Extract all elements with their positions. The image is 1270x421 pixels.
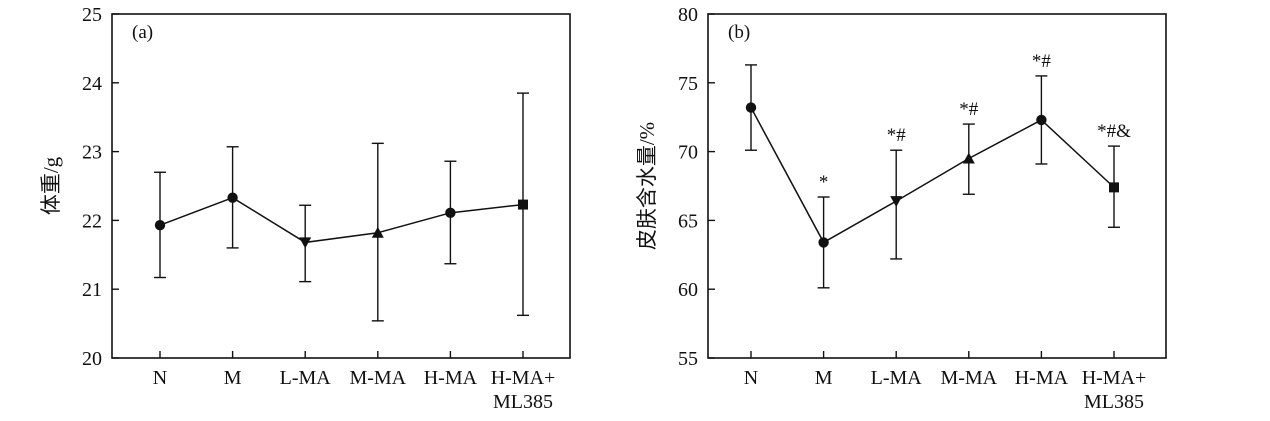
data-point-triangle-up — [371, 226, 384, 238]
data-point-circle — [445, 207, 456, 219]
significance-annotation: *# — [887, 125, 907, 146]
x-tick-label: ML385 — [493, 391, 553, 413]
y-axis-title: 体重/g — [39, 156, 63, 215]
x-tick-label: H-MA+ — [1082, 367, 1147, 389]
x-tick-label: N — [153, 367, 167, 389]
series-line — [750, 107, 1115, 244]
x-tick-label: L-MA — [871, 367, 923, 389]
x-tick-label: L-MA — [280, 367, 332, 389]
data-point-circle — [154, 220, 166, 231]
y-tick-label: 75 — [678, 73, 698, 95]
y-tick-label: 23 — [82, 142, 102, 164]
significance-annotation: *# — [959, 99, 979, 120]
panel-label: (a) — [132, 22, 153, 43]
x-tick-label: H-MA — [424, 367, 478, 389]
data-point-circle — [227, 192, 238, 203]
y-tick-label: 24 — [82, 73, 102, 95]
y-axis-title: 皮肤含水量/% — [635, 122, 659, 250]
series-line — [159, 196, 524, 244]
data-point-square — [1109, 182, 1119, 193]
x-tick-label: M — [224, 367, 242, 389]
x-tick-label: M-MA — [940, 367, 997, 389]
data-point-circle — [745, 102, 757, 113]
y-tick-label: 70 — [678, 142, 698, 164]
data-point-triangle-down — [890, 196, 903, 208]
x-tick-label: M-MA — [349, 367, 406, 389]
y-tick-label: 65 — [678, 210, 698, 232]
plot-frame — [707, 13, 1167, 359]
y-tick-label: 20 — [82, 348, 102, 370]
significance-annotation: *# — [1032, 51, 1052, 72]
y-tick-label: 80 — [678, 4, 698, 26]
x-tick-label: H-MA+ — [491, 367, 556, 389]
significance-annotation: *#& — [1097, 121, 1131, 142]
significance-annotation: * — [819, 172, 829, 193]
y-tick-label: 25 — [82, 4, 102, 26]
data-point-triangle-down — [299, 237, 312, 249]
data-point-triangle-up — [962, 152, 975, 164]
panel-label: (b) — [728, 22, 750, 43]
x-tick-label: ML385 — [1084, 391, 1144, 413]
y-tick-label: 21 — [82, 279, 102, 301]
x-tick-label: H-MA — [1015, 367, 1069, 389]
data-point-circle — [1036, 114, 1047, 126]
data-point-circle — [818, 237, 829, 248]
chart-panel-b: 55 60 65 70 75 80 N M L-MA M-MA H-MA H-MA+ML385 (b) 皮… — [635, 4, 1167, 413]
y-tick-label: 55 — [678, 348, 698, 370]
y-tick-label: 60 — [678, 279, 698, 301]
y-tick-label: 22 — [82, 210, 102, 232]
plot-frame — [111, 13, 571, 359]
chart-panel-a: 20 21 22 23 24 25 N M L-MA M-MA H-MA H-MA+ML385 (a) 体… — [39, 4, 571, 413]
x-tick-label: N — [744, 367, 758, 389]
data-point-square — [518, 199, 528, 210]
x-tick-label: M — [815, 367, 833, 389]
